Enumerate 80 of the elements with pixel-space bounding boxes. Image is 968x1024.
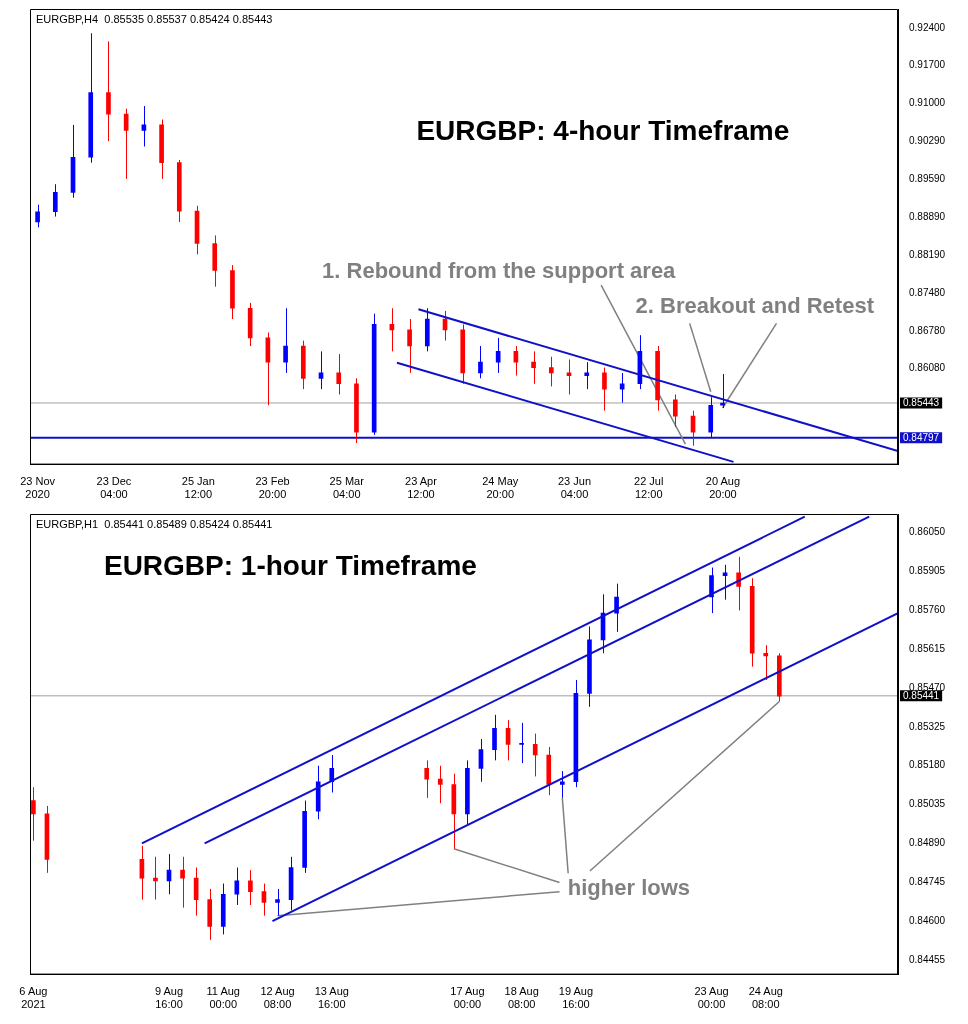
candlestick — [584, 361, 590, 390]
candlestick — [180, 856, 185, 909]
candlestick — [248, 869, 253, 906]
y-tick-label: 0.86080 — [909, 362, 946, 374]
annotation: 1. Rebound from the support area — [322, 258, 677, 284]
y-tick-label: 0.85035 — [909, 798, 946, 810]
candlestick — [52, 183, 58, 218]
x-tick-label: 13 Aug 16:00 — [314, 985, 349, 1011]
y-tick-label: 0.84600 — [909, 914, 946, 926]
candlestick — [31, 786, 36, 842]
x-tick-label: 23 Nov 2020 — [20, 475, 56, 501]
x-tick-label: 19 Aug 16:00 — [558, 985, 594, 1011]
x-tick-label: 24 May 20:00 — [482, 475, 519, 501]
x-tick-label: 25 Mar 04:00 — [329, 475, 365, 501]
annotation: higher lows — [567, 875, 691, 901]
x-tick-label: 18 Aug 08:00 — [504, 985, 539, 1011]
x-tick-label: 25 Jan 12:00 — [181, 475, 215, 501]
x-tick-label: 23 Aug 00:00 — [694, 985, 729, 1011]
y-tick-label: 0.88190 — [909, 248, 946, 260]
candlestick — [531, 350, 536, 385]
y-tick-label: 0.85325 — [909, 720, 946, 732]
x-tick-label: 20 Aug 20:00 — [705, 475, 741, 501]
y-tick-label: 0.87480 — [909, 286, 946, 298]
ref-line-label: 0.85443 — [903, 397, 940, 409]
text: EURGBP: 4-hour Timeframe — [416, 114, 790, 146]
candlestick — [261, 883, 267, 917]
candlestick — [329, 754, 335, 793]
candlestick — [153, 856, 158, 901]
candlestick — [234, 866, 240, 906]
y-tick-label: 0.92400 — [909, 21, 946, 33]
x-tick-label: 23 Feb 20:00 — [255, 475, 290, 501]
ref-line-label: 0.84797 — [903, 432, 940, 444]
x-tick-label: 23 Jun 04:00 — [557, 475, 592, 501]
x-tick-label: 9 Aug 16:00 — [154, 985, 184, 1011]
x-tick-label: 23 Apr 12:00 — [405, 475, 438, 501]
y-tick-label: 0.85180 — [909, 759, 946, 771]
candlestick — [336, 353, 342, 396]
annotation: 2. Breakout and Retest — [635, 293, 875, 319]
y-tick-label: 0.91700 — [909, 59, 946, 71]
x-tick-label: 17 Aug 00:00 — [450, 985, 485, 1011]
candlestick — [548, 356, 554, 387]
candlestick — [602, 367, 607, 412]
chart-subtitle: EURGBP,H1 0.85441 0.85489 0.85424 0.85441 — [36, 517, 273, 530]
candlestick — [560, 770, 565, 799]
candlestick — [35, 204, 40, 228]
x-tick-label: 6 Aug 2021 — [19, 985, 48, 1011]
x-tick-label: 11 Aug 00:00 — [206, 985, 240, 1011]
ref-line-label: 0.85441 — [903, 690, 940, 702]
y-tick-label: 0.90290 — [909, 135, 946, 147]
y-tick-label: 0.86050 — [909, 526, 946, 538]
candlestick — [709, 567, 714, 614]
x-tick-label: 22 Jul 12:00 — [634, 475, 664, 501]
x-tick-label: 23 Dec 04:00 — [96, 475, 132, 501]
y-tick-label: 0.85905 — [909, 565, 946, 577]
candlestick — [106, 40, 111, 142]
chart-subtitle: EURGBP,H4 0.85535 0.85537 0.85424 0.85443 — [36, 12, 273, 25]
text: EURGBP: 1-hour Timeframe — [103, 549, 477, 581]
y-tick-label: 0.86780 — [909, 324, 946, 336]
y-tick-label: 0.84890 — [909, 837, 946, 849]
candlestick — [519, 722, 524, 764]
candlestick — [492, 714, 497, 761]
y-tick-label: 0.85615 — [909, 642, 946, 654]
candlestick — [672, 394, 678, 428]
x-tick-label: 12 Aug 08:00 — [260, 985, 295, 1011]
y-tick-label: 0.89590 — [909, 173, 946, 185]
y-tick-label: 0.84745 — [909, 875, 946, 887]
y-tick-label: 0.85760 — [909, 604, 946, 616]
candlestick — [532, 733, 538, 777]
candlestick — [478, 345, 483, 379]
y-tick-label: 0.88890 — [909, 210, 946, 222]
candlestick — [283, 307, 288, 374]
candlestick — [720, 373, 725, 409]
candlestick — [763, 644, 769, 681]
x-tick-label: 24 Aug 08:00 — [748, 985, 783, 1011]
y-tick-label: 0.84455 — [909, 953, 946, 965]
candlestick — [275, 888, 280, 917]
y-tick-label: 0.91000 — [909, 97, 946, 109]
candlestick — [407, 318, 412, 374]
candlestick — [424, 759, 430, 799]
candlestick — [437, 765, 443, 804]
